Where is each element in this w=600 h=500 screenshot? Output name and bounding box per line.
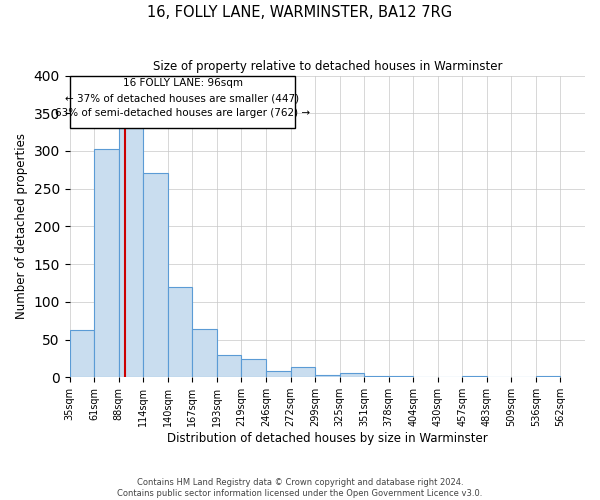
X-axis label: Distribution of detached houses by size in Warminster: Distribution of detached houses by size … <box>167 432 488 445</box>
Text: 16 FOLLY LANE: 96sqm: 16 FOLLY LANE: 96sqm <box>122 78 242 88</box>
Title: Size of property relative to detached houses in Warminster: Size of property relative to detached ho… <box>152 60 502 73</box>
Bar <box>143 173 168 377</box>
Bar <box>217 356 241 377</box>
Bar <box>389 376 413 377</box>
Bar <box>266 371 290 377</box>
Bar <box>119 128 143 377</box>
Bar <box>70 330 94 377</box>
Text: ← 37% of detached houses are smaller (447): ← 37% of detached houses are smaller (44… <box>65 93 299 103</box>
Bar <box>290 368 315 377</box>
Bar <box>94 148 119 377</box>
FancyBboxPatch shape <box>70 76 295 128</box>
Bar <box>241 359 266 377</box>
Y-axis label: Number of detached properties: Number of detached properties <box>15 134 28 320</box>
Bar <box>340 374 364 377</box>
Bar <box>536 376 560 377</box>
Text: 16, FOLLY LANE, WARMINSTER, BA12 7RG: 16, FOLLY LANE, WARMINSTER, BA12 7RG <box>148 5 452 20</box>
Bar <box>315 375 340 377</box>
Text: Contains HM Land Registry data © Crown copyright and database right 2024.
Contai: Contains HM Land Registry data © Crown c… <box>118 478 482 498</box>
Bar <box>193 329 217 377</box>
Bar <box>462 376 487 377</box>
Bar <box>168 286 193 377</box>
Text: 63% of semi-detached houses are larger (762) →: 63% of semi-detached houses are larger (… <box>55 108 310 118</box>
Bar <box>364 376 389 377</box>
